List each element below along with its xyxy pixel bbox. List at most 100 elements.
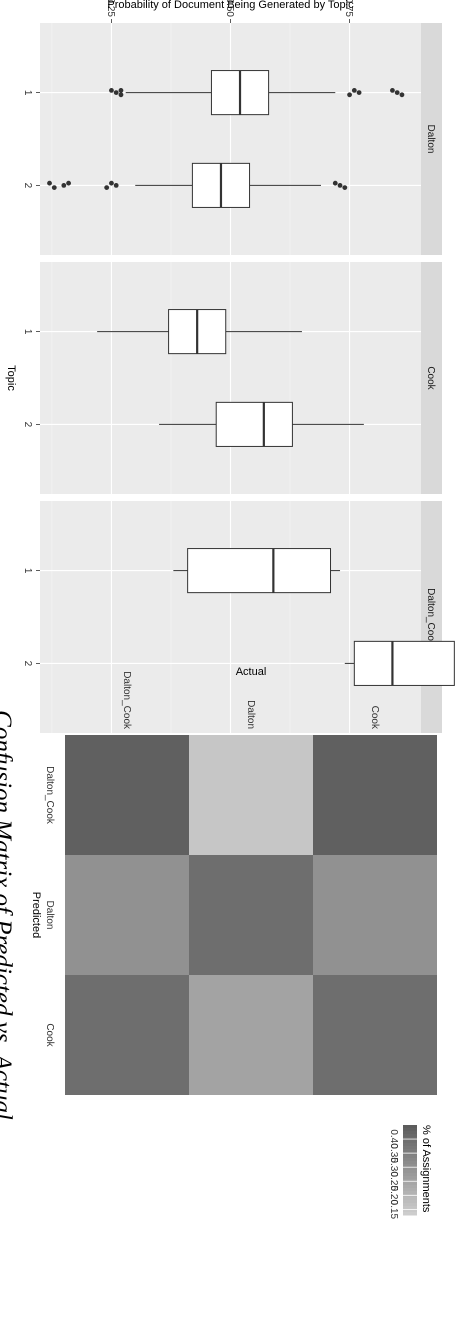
outlier-point bbox=[61, 183, 67, 188]
facet-strip bbox=[421, 23, 442, 255]
x-tick-label: 2 bbox=[22, 183, 33, 189]
legend-gradient-step bbox=[403, 1176, 417, 1180]
facet-strip-label: Cook bbox=[425, 366, 436, 390]
legend-gradient-step bbox=[403, 1131, 417, 1135]
boxplot-box bbox=[159, 401, 364, 447]
legend-tick-label: 0.25 bbox=[388, 1172, 399, 1192]
legend-gradient-step bbox=[403, 1212, 417, 1216]
y-tick-label: 0.25 bbox=[105, 0, 116, 17]
legend-gradient-step bbox=[403, 1170, 417, 1174]
outlier-point bbox=[399, 92, 405, 98]
legend-gradient-step bbox=[403, 1161, 417, 1165]
legend-tick-label: 0.30 bbox=[388, 1157, 399, 1177]
heatmap-title: Confusion Matrix of Predicted vs. Actual bbox=[0, 710, 16, 1120]
heatmap-chart: Dalton_Cook Dalton Cook Cook Dalton Dalton_Co… bbox=[0, 666, 437, 1220]
x-tick-label: 1 bbox=[22, 90, 33, 96]
heatmap-cell bbox=[313, 735, 437, 855]
outlier-point bbox=[113, 183, 119, 188]
heatmap-cell bbox=[65, 855, 189, 975]
legend-gradient-step bbox=[403, 1134, 417, 1138]
box-iqr bbox=[353, 640, 455, 686]
outlier-point bbox=[113, 90, 119, 95]
outlier-point bbox=[118, 88, 124, 93]
heatmap-x-tick-label: Dalton_Cook bbox=[121, 671, 132, 730]
legend-gradient-step bbox=[403, 1185, 417, 1189]
boxplot-box bbox=[344, 640, 455, 686]
legend-gradient-step bbox=[403, 1146, 417, 1150]
heatmap-y-tick-label: Dalton_Cook bbox=[44, 766, 55, 825]
facet-panel: Cook 1 2 bbox=[22, 262, 442, 494]
boxplot-box bbox=[47, 162, 348, 208]
legend-gradient-step bbox=[403, 1152, 417, 1156]
legend-gradient-step bbox=[403, 1173, 417, 1177]
outlier-point bbox=[390, 88, 395, 93]
outlier-point bbox=[332, 180, 338, 186]
facet-panel: Dalton_Cook 1 2 bbox=[22, 501, 455, 733]
heatmap-legend: % of Assignments 0.400.350.300.250.200.1… bbox=[388, 1125, 432, 1220]
boxplot-x-axis-label: Topic bbox=[5, 365, 17, 391]
x-tick-label: 2 bbox=[22, 661, 33, 667]
heatmap-cells: Dalton_Cook Dalton Cook Cook Dalton Dalton_Co… bbox=[44, 671, 437, 1095]
boxplot-panels: Dalton 1 2 Cook 1 2 Dalton_Cook 1 2 0.75 0.50 0.25 bbox=[22, 0, 455, 733]
boxplot-box bbox=[97, 309, 302, 355]
outlier-point bbox=[394, 90, 400, 95]
legend-gradient-step bbox=[403, 1182, 417, 1186]
legend-gradient-step bbox=[403, 1206, 417, 1210]
heatmap-cell bbox=[189, 735, 313, 855]
x-tick-label: 1 bbox=[22, 568, 33, 574]
legend-gradient-step bbox=[403, 1140, 417, 1144]
heatmap-y-axis-label: Actual bbox=[236, 666, 267, 678]
heatmap-x-tick-label: Cook bbox=[369, 706, 380, 730]
x-tick-label: 2 bbox=[22, 422, 33, 428]
legend-tick-label: 0.15 bbox=[388, 1200, 399, 1220]
legend-title: % of Assignments bbox=[420, 1125, 432, 1213]
legend-gradient-step bbox=[403, 1200, 417, 1204]
facet-strip-label: Dalton_Cook bbox=[425, 588, 436, 647]
heatmap-cell bbox=[65, 735, 189, 855]
outlier-point bbox=[104, 185, 110, 191]
legend-gradient-step bbox=[403, 1158, 417, 1162]
boxplot-box bbox=[173, 548, 341, 594]
legend-tick-label: 0.40 bbox=[388, 1129, 399, 1149]
x-tick-label: 1 bbox=[22, 329, 33, 335]
legend-gradient-step bbox=[403, 1197, 417, 1201]
outlier-point bbox=[118, 92, 124, 98]
boxplot-y-axis-label: Probability of Document Being Generated … bbox=[107, 0, 354, 11]
boxplot-box bbox=[109, 70, 405, 116]
heatmap-x-axis-label: Predicted bbox=[30, 892, 42, 938]
boxplot-chart: Dalton12Cook12Dalton_Cook120.750.500.25 … bbox=[5, 0, 455, 733]
outlier-point bbox=[109, 88, 114, 93]
heatmap-cell bbox=[313, 855, 437, 975]
outlier-point bbox=[109, 180, 114, 186]
outlier-point bbox=[47, 180, 52, 186]
legend-gradient-step bbox=[403, 1179, 417, 1183]
outlier-point bbox=[342, 185, 348, 191]
outlier-point bbox=[337, 183, 343, 188]
heatmap-x-tick-label: Dalton bbox=[245, 700, 256, 729]
legend-gradient-step bbox=[403, 1194, 417, 1198]
heatmap-cell bbox=[189, 975, 313, 1095]
box-iqr bbox=[215, 401, 293, 447]
facet-panel: Dalton 1 2 bbox=[22, 23, 442, 255]
heatmap-cell bbox=[189, 855, 313, 975]
legend-gradient-step bbox=[403, 1209, 417, 1213]
legend-gradient-step bbox=[403, 1167, 417, 1171]
legend-gradient-step bbox=[403, 1125, 417, 1129]
outlier-point bbox=[356, 90, 362, 95]
legend-gradient-step bbox=[403, 1191, 417, 1195]
facet-strip-label: Dalton bbox=[425, 125, 436, 154]
y-tick-label: 0.75 bbox=[343, 0, 354, 17]
heatmap-cell bbox=[313, 975, 437, 1095]
legend-gradient-step bbox=[403, 1143, 417, 1147]
heatmap-y-tick-label: Cook bbox=[44, 1023, 55, 1047]
box-iqr bbox=[187, 548, 332, 594]
outlier-point bbox=[51, 185, 57, 191]
legend-gradient-step bbox=[403, 1188, 417, 1192]
heatmap-cell bbox=[65, 975, 189, 1095]
outlier-point bbox=[66, 180, 71, 186]
facet-strip bbox=[421, 262, 442, 494]
legend-gradient-step bbox=[403, 1128, 417, 1132]
legend-gradient-step bbox=[403, 1149, 417, 1153]
outlier-point bbox=[351, 88, 357, 93]
